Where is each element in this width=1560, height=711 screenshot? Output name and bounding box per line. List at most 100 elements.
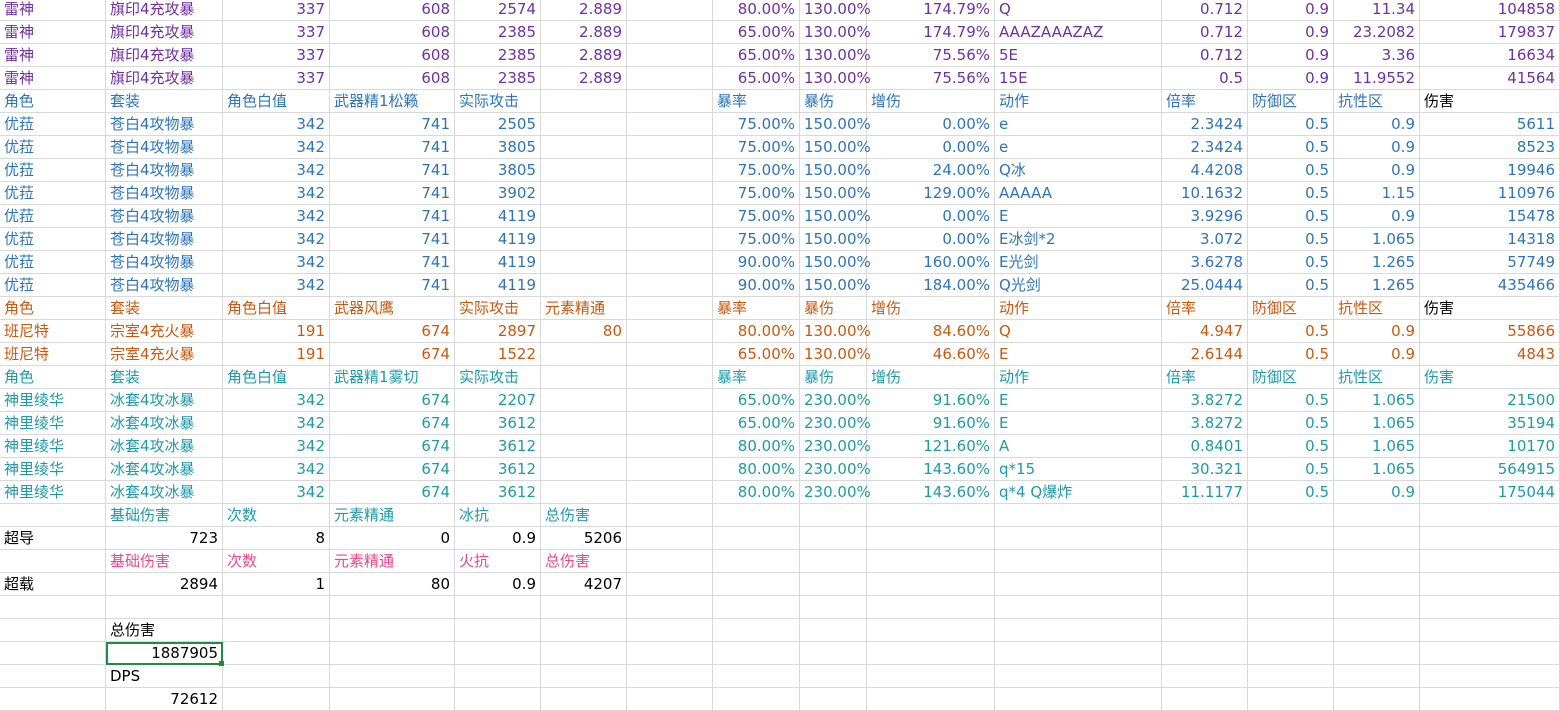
cell-r25-c9[interactable] — [800, 550, 867, 573]
cell-r22-c11[interactable]: q*4 Q爆炸 — [995, 481, 1162, 504]
cell-r14-c14[interactable]: 抗性区 — [1334, 297, 1420, 320]
cell-r4-c13[interactable]: 0.9 — [1248, 67, 1334, 90]
cell-r30-c12[interactable] — [1162, 665, 1248, 688]
cell-r10-c5[interactable]: 4119 — [455, 205, 541, 228]
cell-r30-c7[interactable] — [627, 665, 713, 688]
cell-r27-c15[interactable] — [1420, 596, 1560, 619]
cell-r1-c14[interactable]: 11.34 — [1334, 0, 1420, 21]
cell-r8-c9[interactable]: 150.00% — [800, 159, 871, 182]
cell-r14-c13[interactable]: 防御区 — [1248, 297, 1334, 320]
cell-r6-c6[interactable] — [541, 113, 627, 136]
cell-r12-c12[interactable]: 3.6278 — [1162, 251, 1248, 274]
cell-r31-c12[interactable] — [1162, 688, 1248, 711]
cell-r21-c9[interactable]: 230.00% — [800, 458, 871, 481]
cell-r12-c3[interactable]: 342 — [223, 251, 330, 274]
cell-r28-c12[interactable] — [1162, 619, 1248, 642]
cell-r7-c4[interactable]: 741 — [330, 136, 455, 159]
cell-r28-c10[interactable] — [867, 619, 995, 642]
cell-r16-c1[interactable]: 班尼特 — [0, 343, 106, 366]
cell-r25-c5[interactable]: 火抗 — [455, 550, 541, 573]
cell-r4-c8[interactable]: 65.00% — [713, 67, 800, 90]
cell-r13-c15[interactable]: 435466 — [1420, 274, 1560, 297]
cell-r19-c3[interactable]: 342 — [223, 412, 330, 435]
cell-r18-c4[interactable]: 674 — [330, 389, 455, 412]
cell-r9-c6[interactable] — [541, 182, 627, 205]
cell-r9-c2[interactable]: 苍白4攻物暴 — [106, 182, 223, 205]
cell-r21-c3[interactable]: 342 — [223, 458, 330, 481]
cell-r27-c10[interactable] — [867, 596, 995, 619]
cell-r1-c8[interactable]: 80.00% — [713, 0, 800, 21]
cell-r26-c14[interactable] — [1334, 573, 1420, 596]
cell-r6-c14[interactable]: 0.9 — [1334, 113, 1420, 136]
cell-r21-c8[interactable]: 80.00% — [713, 458, 800, 481]
cell-r19-c1[interactable]: 神里绫华 — [0, 412, 106, 435]
cell-r5-c10[interactable]: 增伤 — [867, 90, 995, 113]
cell-r1-c6[interactable]: 2.889 — [541, 0, 627, 21]
cell-r4-c2[interactable]: 旗印4充攻暴 — [106, 67, 223, 90]
cell-r5-c11[interactable]: 动作 — [995, 90, 1162, 113]
cell-r2-c10[interactable]: 174.79% — [867, 21, 995, 44]
cell-r18-c10[interactable]: 91.60% — [867, 389, 995, 412]
cell-r4-c9[interactable]: 130.00% — [800, 67, 871, 90]
cell-r5-c6[interactable] — [541, 90, 627, 113]
cell-r7-c9[interactable]: 150.00% — [800, 136, 871, 159]
cell-r28-c4[interactable] — [330, 619, 455, 642]
cell-r2-c7[interactable] — [627, 21, 713, 44]
cell-r21-c15[interactable]: 564915 — [1420, 458, 1560, 481]
cell-r14-c9[interactable]: 暴伤 — [800, 297, 867, 320]
cell-r26-c1[interactable]: 超载 — [0, 573, 106, 596]
cell-r14-c5[interactable]: 实际攻击 — [455, 297, 541, 320]
cell-r8-c13[interactable]: 0.5 — [1248, 159, 1334, 182]
cell-r7-c12[interactable]: 2.3424 — [1162, 136, 1248, 159]
cell-r27-c13[interactable] — [1248, 596, 1334, 619]
cell-r24-c12[interactable] — [1162, 527, 1248, 550]
cell-r2-c4[interactable]: 608 — [330, 21, 455, 44]
cell-r24-c2[interactable]: 723 — [106, 527, 223, 550]
cell-r23-c5[interactable]: 冰抗 — [455, 504, 541, 527]
cell-r12-c11[interactable]: E光剑 — [995, 251, 1162, 274]
cell-r16-c3[interactable]: 191 — [223, 343, 330, 366]
cell-r1-c3[interactable]: 337 — [223, 0, 330, 21]
cell-r29-c12[interactable] — [1162, 642, 1248, 665]
cell-r22-c4[interactable]: 674 — [330, 481, 455, 504]
cell-r24-c7[interactable] — [627, 527, 713, 550]
cell-r7-c10[interactable]: 0.00% — [867, 136, 995, 159]
cell-r27-c7[interactable] — [627, 596, 713, 619]
cell-r23-c1[interactable] — [0, 504, 106, 527]
cell-r21-c7[interactable] — [627, 458, 713, 481]
cell-r23-c4[interactable]: 元素精通 — [330, 504, 455, 527]
cell-r13-c12[interactable]: 25.0444 — [1162, 274, 1248, 297]
cell-r9-c9[interactable]: 150.00% — [800, 182, 871, 205]
cell-r2-c9[interactable]: 130.00% — [800, 21, 871, 44]
cell-r17-c8[interactable]: 暴率 — [713, 366, 800, 389]
cell-r25-c3[interactable]: 次数 — [223, 550, 330, 573]
cell-r13-c2[interactable]: 苍白4攻物暴 — [106, 274, 223, 297]
cell-r6-c12[interactable]: 2.3424 — [1162, 113, 1248, 136]
cell-r23-c15[interactable] — [1420, 504, 1560, 527]
cell-r17-c11[interactable]: 动作 — [995, 366, 1162, 389]
cell-r10-c8[interactable]: 75.00% — [713, 205, 800, 228]
cell-r23-c7[interactable] — [627, 504, 713, 527]
cell-r20-c3[interactable]: 342 — [223, 435, 330, 458]
cell-r24-c9[interactable] — [800, 527, 867, 550]
cell-r6-c9[interactable]: 150.00% — [800, 113, 871, 136]
cell-r10-c14[interactable]: 0.9 — [1334, 205, 1420, 228]
cell-r3-c6[interactable]: 2.889 — [541, 44, 627, 67]
cell-r4-c7[interactable] — [627, 67, 713, 90]
cell-r4-c5[interactable]: 2385 — [455, 67, 541, 90]
cell-r27-c3[interactable] — [223, 596, 330, 619]
cell-r6-c13[interactable]: 0.5 — [1248, 113, 1334, 136]
cell-r28-c9[interactable] — [800, 619, 867, 642]
cell-r27-c5[interactable] — [455, 596, 541, 619]
cell-r5-c7[interactable] — [627, 90, 713, 113]
cell-r18-c5[interactable]: 2207 — [455, 389, 541, 412]
cell-r7-c13[interactable]: 0.5 — [1248, 136, 1334, 159]
cell-r28-c8[interactable] — [713, 619, 800, 642]
cell-r24-c4[interactable]: 0 — [330, 527, 455, 550]
cell-r9-c13[interactable]: 0.5 — [1248, 182, 1334, 205]
cell-r8-c11[interactable]: Q冰 — [995, 159, 1162, 182]
cell-r28-c5[interactable] — [455, 619, 541, 642]
cell-r11-c10[interactable]: 0.00% — [867, 228, 995, 251]
cell-r22-c13[interactable]: 0.5 — [1248, 481, 1334, 504]
cell-r4-c15[interactable]: 41564 — [1420, 67, 1560, 90]
